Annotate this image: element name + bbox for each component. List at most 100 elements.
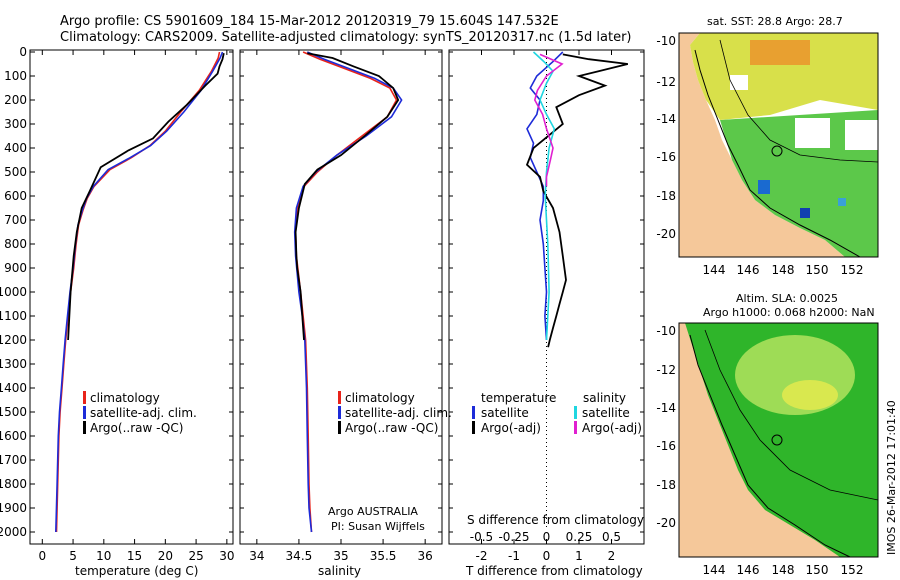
sst-map-frame xyxy=(678,32,879,258)
difference-xtick-label: -2 xyxy=(476,549,488,563)
temperature-xtick-label: 30 xyxy=(219,549,234,563)
difference-series xyxy=(525,51,629,348)
sst-yellow-field xyxy=(690,33,878,120)
sst-cloud-gap-1 xyxy=(795,118,830,148)
legend-swatch-sat xyxy=(338,406,341,419)
sst-warm-field xyxy=(720,110,878,257)
depth-tick-label: 400 xyxy=(4,141,27,155)
sst-map-ticks: -10 -12 -14 -16 -18 -20 144 146 148 150 … xyxy=(656,34,863,277)
sla-map-ytick: -14 xyxy=(656,401,676,415)
depth-tick-label: 300 xyxy=(4,117,27,131)
depth-axis: 0 100 200 300 400 500 600 700 800 900 1000 1100 1200… xyxy=(0,45,35,539)
difference-xtick-top-label: 0.5 xyxy=(602,530,621,544)
sla-map xyxy=(678,322,879,558)
temperature-legend: climatology satellite-adj. clim. Argo(..… xyxy=(83,391,197,435)
sst-map-xtick: 146 xyxy=(737,263,760,277)
legend-swatch-sat xyxy=(83,406,86,419)
header-line2: Climatology: CARS2009. Satellite-adjuste… xyxy=(60,30,632,45)
salinity-xlabel: salinity xyxy=(318,564,361,578)
depth-tick-label: 1900 xyxy=(0,501,27,515)
depth-tick-label: 900 xyxy=(4,261,27,275)
salinity-legend: climatology satellite-adj. clim. Argo(..… xyxy=(338,391,452,435)
sst-map-title: sat. SST: 28.8 Argo: 28.7 xyxy=(707,15,843,28)
sla-map-ytick: -10 xyxy=(656,324,676,338)
sla-map-ytick: -16 xyxy=(656,439,676,453)
sla-argo-position xyxy=(771,434,783,446)
difference-xtick-top-label: 0 xyxy=(543,530,551,544)
salinity-series-clim xyxy=(294,51,398,533)
depth-tick-label: 200 xyxy=(4,93,27,107)
temperature-xtick-label: 10 xyxy=(96,549,111,563)
difference-xtick-top-label: 0.25 xyxy=(566,530,593,544)
salinity-xtick-label: 34 xyxy=(249,549,264,563)
difference-xlabel-top: S difference from climatology xyxy=(467,513,644,527)
salinity-series xyxy=(293,51,403,533)
sst-hot-patch xyxy=(750,40,810,65)
temperature-xtick-label: 0 xyxy=(38,549,46,563)
salinity-xtick-label: 36 xyxy=(418,549,433,563)
sst-map-ytick: -16 xyxy=(656,150,676,164)
difference-x-ticks: -2 -1 0 1 2 -0.5 -0.25 0 0.25 0.5 xyxy=(449,50,644,563)
legend-label-t-sat: satellite xyxy=(481,406,529,420)
depth-tick-label: 1200 xyxy=(0,333,27,347)
difference-xtick-label: 2 xyxy=(608,549,616,563)
sla-map-xtick: 148 xyxy=(772,563,795,577)
legend-label-clim: climatology xyxy=(90,391,160,405)
sla-map-title2: Argo h1000: 0.068 h2000: NaN xyxy=(703,306,875,319)
difference-xtick-label: 1 xyxy=(575,549,583,563)
depth-tick-label: 1600 xyxy=(0,429,27,443)
difference-xtick-top-label: -0.5 xyxy=(470,530,493,544)
sla-map-ytick: -20 xyxy=(656,516,676,530)
depth-tick-label: 1400 xyxy=(0,381,27,395)
difference-series-sal_argo xyxy=(533,53,564,187)
sla-map-xtick: 144 xyxy=(703,563,726,577)
sla-shelf-contour xyxy=(704,329,878,501)
difference-series-argo xyxy=(525,53,629,348)
sla-map-ytick: -18 xyxy=(656,478,676,492)
legend-label-sat: satellite-adj. clim. xyxy=(90,406,197,420)
salinity-xtick-label: 34.5 xyxy=(286,549,313,563)
legend-swatch-clim xyxy=(83,391,86,404)
legend-label-sat: satellite-adj. clim. xyxy=(345,406,452,420)
temperature-xlabel: temperature (deg C) xyxy=(75,564,198,578)
sst-map-ytick: -18 xyxy=(656,189,676,203)
sst-cloud-gap-3 xyxy=(730,75,748,90)
legend-swatch-t-sat xyxy=(472,406,475,419)
salinity-panel xyxy=(239,49,443,545)
sst-cold-patch-2 xyxy=(800,208,810,218)
sst-shelf-contour xyxy=(719,39,878,163)
sla-map-xtick: 152 xyxy=(841,563,864,577)
header-line1: Argo profile: CS 5901609_184 15-Mar-2012… xyxy=(60,14,559,29)
legend-swatch-argo xyxy=(338,421,341,434)
legend-swatch-t-argo xyxy=(472,421,475,434)
sst-map xyxy=(678,32,879,258)
argo-pi: PI: Susan Wijffels xyxy=(331,520,425,533)
temperature-series-sat xyxy=(55,51,224,533)
legend-label-s-argo: Argo(-adj) xyxy=(582,421,642,435)
temperature-x-ticks: 0 5 10 15 20 25 30 xyxy=(38,50,234,563)
difference-legend: temperature salinity satellite Argo(-adj… xyxy=(472,391,642,435)
depth-tick-label: 1500 xyxy=(0,405,27,419)
sla-map-ticks: -10 -12 -14 -16 -18 -20 144 146 148 150 … xyxy=(656,324,863,577)
temperature-series-argo xyxy=(67,53,225,341)
legend-label-clim: climatology xyxy=(345,391,415,405)
temperature-xtick-label: 25 xyxy=(188,549,203,563)
salinity-series-sat xyxy=(293,51,403,533)
sst-cold-patch-1 xyxy=(758,180,770,194)
temperature-series xyxy=(55,51,225,533)
temperature-series-clim xyxy=(55,51,221,533)
sla-map-xtick: 146 xyxy=(737,563,760,577)
legend-swatch-argo xyxy=(83,421,86,434)
sla-coastline xyxy=(689,334,851,557)
depth-tick-label: 100 xyxy=(4,69,27,83)
difference-xtick-top-label: -0.25 xyxy=(498,530,529,544)
difference-xtick-label: 0 xyxy=(543,549,551,563)
depth-tick-label: 0 xyxy=(19,45,27,59)
sst-map-xtick: 148 xyxy=(772,263,795,277)
salinity-x-ticks: 34 34.5 35 35.5 36 xyxy=(240,50,442,563)
legend-label-s-sat: satellite xyxy=(582,406,630,420)
sla-peak-anomaly xyxy=(782,380,838,410)
depth-tick-label: 1000 xyxy=(0,285,27,299)
depth-tick-label: 1800 xyxy=(0,477,27,491)
